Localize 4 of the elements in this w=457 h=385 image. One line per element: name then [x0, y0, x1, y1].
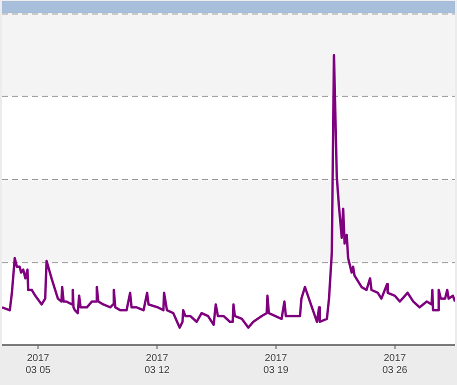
x-tick-label: 2017 03 26 — [382, 352, 408, 376]
x-tick-label: 2017 03 19 — [263, 352, 289, 376]
x-tick-label: 2017 03 12 — [144, 352, 170, 376]
x-tick-label: 2017 03 05 — [26, 352, 52, 376]
